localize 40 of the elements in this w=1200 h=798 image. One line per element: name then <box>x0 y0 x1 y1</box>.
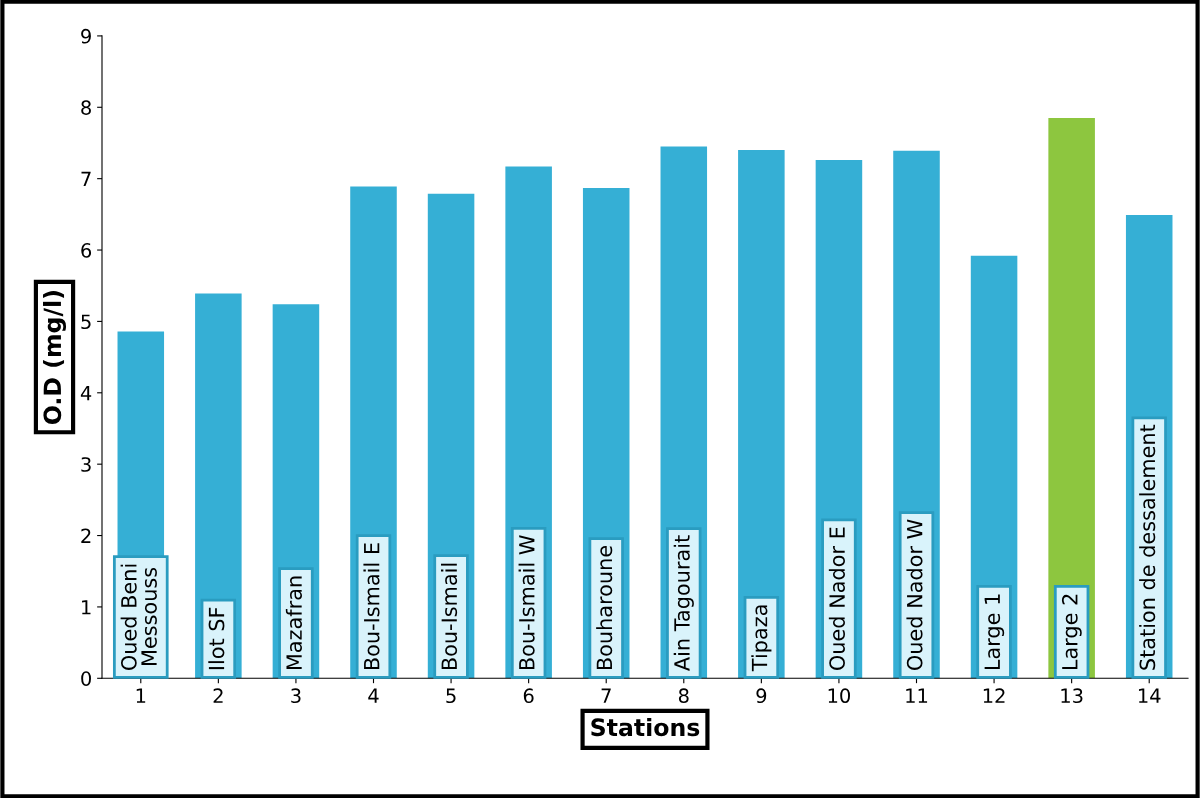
y-tick-label: 2 <box>81 528 91 543</box>
y-tick-label: 7 <box>81 171 91 187</box>
y-tick-label: 8 <box>81 100 91 115</box>
annotation: Bou-Ismail W <box>518 535 535 670</box>
x-tick-label: 3 <box>291 688 301 704</box>
annotation: Oued Nador W <box>906 519 923 670</box>
annotation: Mazafran <box>285 576 302 670</box>
x-tick-label: 5 <box>446 688 456 704</box>
y-tick-label: 3 <box>81 457 91 472</box>
x-tick-label: 1 <box>136 688 146 703</box>
x-tick-label: 14 <box>1138 688 1161 703</box>
x-tick-label: 6 <box>523 688 534 704</box>
x-tick-label: 2 <box>213 688 223 703</box>
x-tick-label: 11 <box>906 688 928 703</box>
y-tick-label: 0 <box>81 671 91 686</box>
annotation: Ilot SF <box>208 607 225 670</box>
annotation: Ain Tagourait <box>673 535 694 671</box>
x-tick-label: 13 <box>1061 688 1083 704</box>
x-tick-label: 10 <box>828 688 851 704</box>
x-tick-label: 7 <box>601 688 611 703</box>
annotation: Large 2 <box>1061 594 1082 670</box>
x-axis-title: Stations <box>591 717 700 737</box>
annotation: Oued Nador E <box>828 527 845 670</box>
x-tick-label: 9 <box>756 688 767 704</box>
x-tick-label: 4 <box>368 688 379 703</box>
x-tick-label: 8 <box>678 688 689 704</box>
y-axis-title: O.D (mg/l) <box>42 291 67 424</box>
annotation: Bou-Ismail E <box>363 543 380 670</box>
y-tick-label: 4 <box>80 386 92 401</box>
y-tick-label: 1 <box>82 600 91 615</box>
annotation: Large 1 <box>984 594 1005 670</box>
annotation: Bou-Ismail <box>440 563 458 670</box>
annotation: Station de dessalement <box>1139 424 1156 670</box>
y-tick-label: 6 <box>81 243 92 258</box>
annotation: Oued Beni Messouss <box>120 564 157 670</box>
x-tick-label: 12 <box>983 688 1005 703</box>
annotation: Tipaza <box>751 605 772 672</box>
y-tick-label: 9 <box>81 28 91 44</box>
annotation: Bouharoune <box>596 545 613 670</box>
y-tick-label: 5 <box>81 314 91 330</box>
